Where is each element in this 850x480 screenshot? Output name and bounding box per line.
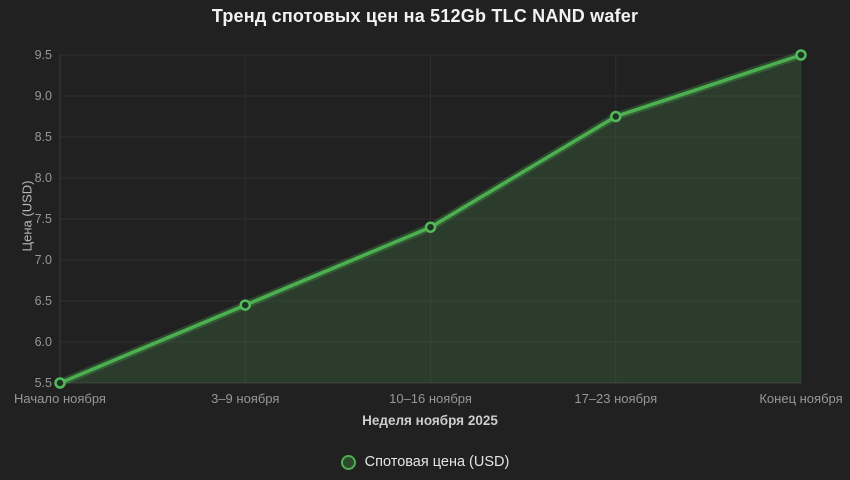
x-tick-label: 10–16 ноября xyxy=(389,391,472,406)
data-point-marker[interactable] xyxy=(239,299,251,311)
y-tick-label: 9.0 xyxy=(34,89,52,103)
series-area xyxy=(60,55,801,383)
y-tick-label: 7.0 xyxy=(34,253,52,267)
data-point-marker[interactable] xyxy=(610,110,622,123)
x-tick-label: 3–9 ноября xyxy=(211,391,280,406)
y-tick-label: 5.5 xyxy=(34,376,52,390)
legend-label: Спотовая цена (USD) xyxy=(364,454,510,470)
y-tick-label: 8.5 xyxy=(34,130,52,144)
x-tick-label: Начало ноября xyxy=(14,391,106,406)
x-tick-label: Конец ноября xyxy=(759,391,843,406)
y-tick-label: 6.0 xyxy=(34,335,52,349)
y-tick-label: 6.5 xyxy=(34,294,52,308)
data-point-marker[interactable] xyxy=(424,221,437,233)
data-point-marker[interactable] xyxy=(54,377,66,389)
y-tick-label: 7.5 xyxy=(34,212,52,226)
y-tick-label: 9.5 xyxy=(34,48,52,62)
data-point-marker[interactable] xyxy=(795,49,807,61)
chart-title: Тренд спотовых цен на 512Gb TLC NAND waf… xyxy=(211,6,639,26)
legend: Спотовая цена (USD) xyxy=(0,452,850,472)
x-axis-title: Неделя ноября 2025 xyxy=(362,413,498,428)
legend-marker-icon xyxy=(340,454,356,470)
y-tick-label: 8.0 xyxy=(34,171,52,185)
x-tick-label: 17–23 ноября xyxy=(574,391,658,406)
